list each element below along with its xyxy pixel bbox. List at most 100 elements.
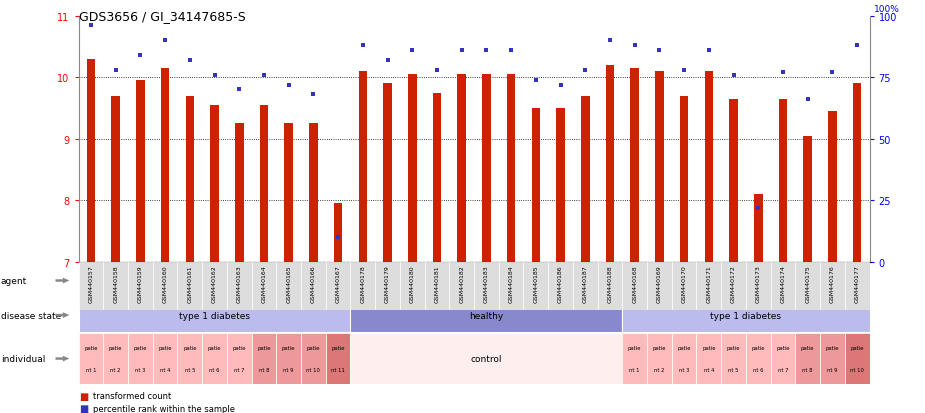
Bar (433, 93, 441, 262)
Bar (326, 333, 351, 384)
Bar (210, 106, 219, 262)
Point (108, 67, 123, 74)
Text: GSM440162: GSM440162 (212, 265, 217, 302)
Text: GSM440158: GSM440158 (113, 265, 118, 302)
Point (602, 38, 617, 45)
Text: nt 9: nt 9 (827, 368, 838, 373)
Bar (623, 262, 648, 310)
Bar (425, 262, 450, 310)
Text: GSM440157: GSM440157 (89, 265, 93, 302)
Point (331, 234, 346, 241)
Bar (771, 262, 796, 310)
Text: untreated: untreated (328, 276, 373, 285)
Bar (796, 262, 820, 310)
Text: patie: patie (653, 345, 666, 350)
Bar (804, 136, 812, 262)
Bar (746, 333, 771, 384)
Text: individual: individual (1, 354, 45, 363)
Point (355, 43, 370, 49)
Text: patie: patie (801, 345, 815, 350)
Bar (376, 262, 400, 310)
Point (504, 47, 519, 54)
Bar (457, 75, 466, 262)
Text: control: control (471, 354, 502, 363)
Text: GSM440173: GSM440173 (756, 265, 760, 302)
Bar (598, 262, 623, 310)
Text: patie: patie (158, 345, 172, 350)
Bar (252, 333, 277, 384)
Text: GSM440187: GSM440187 (583, 265, 587, 302)
Text: patie: patie (776, 345, 790, 350)
Bar (697, 262, 722, 310)
Point (83, 23, 98, 30)
Bar (87, 59, 95, 262)
Bar (161, 69, 169, 262)
Bar (853, 84, 861, 262)
Bar (203, 262, 227, 310)
Bar (556, 109, 565, 262)
Text: nt 4: nt 4 (704, 368, 714, 373)
Point (726, 72, 741, 79)
Bar (79, 333, 104, 384)
Text: agent: agent (1, 276, 27, 285)
Text: nt 7: nt 7 (778, 368, 788, 373)
Text: nt 2: nt 2 (110, 368, 121, 373)
Text: GSM440165: GSM440165 (286, 265, 291, 302)
Point (232, 87, 247, 94)
Text: transformed count: transformed count (93, 391, 172, 400)
Point (207, 72, 222, 79)
Bar (845, 262, 869, 310)
Bar (277, 262, 301, 310)
Point (281, 82, 296, 89)
Bar (309, 124, 318, 262)
Bar (301, 333, 326, 384)
Bar (524, 262, 549, 310)
Text: GSM440181: GSM440181 (435, 265, 439, 302)
Text: GSM440179: GSM440179 (385, 265, 390, 302)
Point (528, 77, 543, 84)
Bar (507, 75, 515, 262)
Bar (383, 84, 392, 262)
Point (553, 82, 568, 89)
Text: GDS3656 / GI_34147685-S: GDS3656 / GI_34147685-S (79, 10, 245, 23)
Text: patie: patie (727, 345, 740, 350)
Bar (128, 262, 153, 310)
Text: patie: patie (826, 345, 839, 350)
Text: nt 8: nt 8 (259, 368, 269, 373)
Text: nt 11: nt 11 (331, 368, 345, 373)
Bar (79, 264, 623, 297)
Bar (623, 333, 648, 384)
Bar (227, 262, 252, 310)
Text: nt 8: nt 8 (803, 368, 813, 373)
Text: nt 10: nt 10 (850, 368, 864, 373)
Text: nt 3: nt 3 (135, 368, 145, 373)
Text: GSM440175: GSM440175 (806, 265, 810, 302)
Text: patie: patie (183, 345, 197, 350)
Text: GSM440159: GSM440159 (138, 265, 142, 302)
Bar (351, 262, 376, 310)
Text: patie: patie (751, 345, 765, 350)
Bar (408, 75, 416, 262)
Text: GSM440167: GSM440167 (336, 265, 340, 302)
Text: GSM440163: GSM440163 (237, 265, 241, 302)
Text: patie: patie (850, 345, 864, 350)
Bar (754, 195, 762, 262)
Bar (606, 66, 614, 262)
Bar (284, 124, 293, 262)
Text: GSM440184: GSM440184 (509, 265, 513, 302)
Text: patie: patie (109, 345, 122, 350)
Text: patie: patie (282, 345, 295, 350)
Text: nt 4: nt 4 (160, 368, 170, 373)
Text: GSM440171: GSM440171 (707, 265, 711, 302)
Bar (136, 81, 144, 262)
Bar (828, 112, 837, 262)
Bar (104, 262, 128, 310)
Bar (351, 298, 623, 332)
Bar (623, 264, 870, 297)
Bar (400, 262, 425, 310)
Bar (450, 262, 474, 310)
Bar (252, 262, 277, 310)
Text: GSM440186: GSM440186 (558, 265, 563, 302)
Point (158, 38, 173, 45)
Bar (260, 106, 268, 262)
